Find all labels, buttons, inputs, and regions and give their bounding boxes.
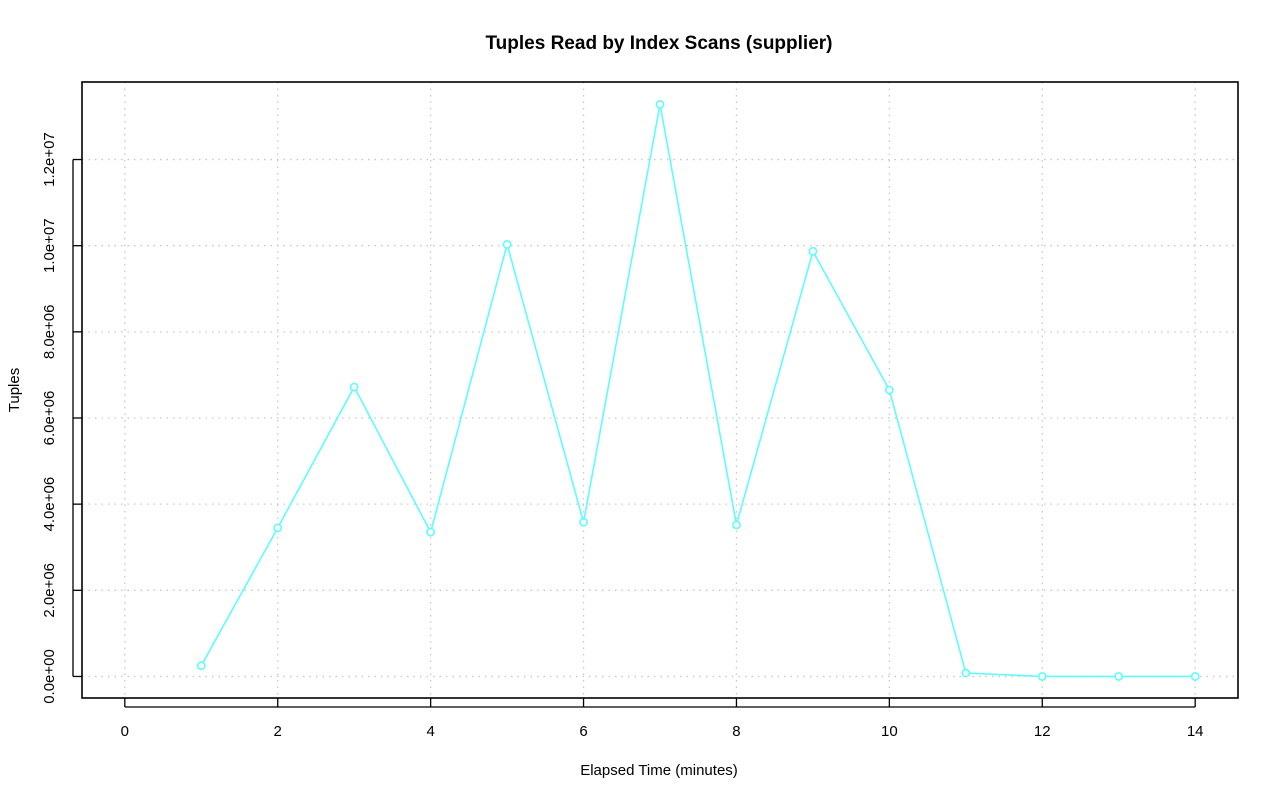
- data-point: [1114, 672, 1124, 681]
- x-tick-label: 2: [274, 723, 282, 740]
- y-tick-label: 2.0e+06: [41, 563, 58, 618]
- data-point: [808, 246, 818, 256]
- x-axis-label: Elapsed Time (minutes): [580, 762, 738, 779]
- series-layer: [196, 100, 1200, 681]
- x-tick-label: 4: [426, 723, 434, 740]
- data-point: [273, 523, 283, 533]
- data-point: [196, 661, 206, 671]
- x-tick-label: 8: [732, 723, 740, 740]
- y-tick-label: 4.0e+06: [41, 477, 58, 532]
- data-point: [1190, 672, 1200, 681]
- data-point: [1037, 672, 1047, 681]
- x-tick-label: 10: [881, 723, 898, 740]
- chart-title: Tuples Read by Index Scans (supplier): [485, 33, 832, 54]
- y-tick-label: 8.0e+06: [41, 305, 58, 360]
- y-tick-label: 1.2e+07: [41, 132, 58, 187]
- data-point: [884, 385, 894, 395]
- series-line: [200, 104, 1196, 678]
- y-axis-label: Tuples: [6, 368, 23, 412]
- x-tick-label: 0: [121, 723, 129, 740]
- plot-frame: [81, 81, 1239, 699]
- x-axis: 0 2 4 6 8 10 12 14: [121, 698, 1204, 740]
- data-point: [732, 520, 741, 530]
- grid-layer: [82, 82, 1238, 698]
- data-point: [961, 668, 971, 678]
- data-point: [349, 382, 359, 392]
- x-tick-label: 14: [1187, 723, 1204, 740]
- y-axis: 0.0e+00 2.0e+06 4.0e+06 6.0e+06 8.0e+06 1.0e+…: [41, 132, 82, 704]
- y-tick-label: 6.0e+06: [41, 391, 58, 446]
- data-point: [579, 517, 588, 527]
- x-tick-label: 12: [1034, 723, 1051, 740]
- y-tick-label: 1.0e+07: [41, 218, 58, 273]
- data-point: [655, 100, 665, 109]
- x-tick-label: 6: [579, 723, 587, 740]
- data-point: [502, 239, 512, 249]
- y-tick-label: 0.0e+00: [41, 649, 58, 704]
- data-point: [426, 527, 436, 537]
